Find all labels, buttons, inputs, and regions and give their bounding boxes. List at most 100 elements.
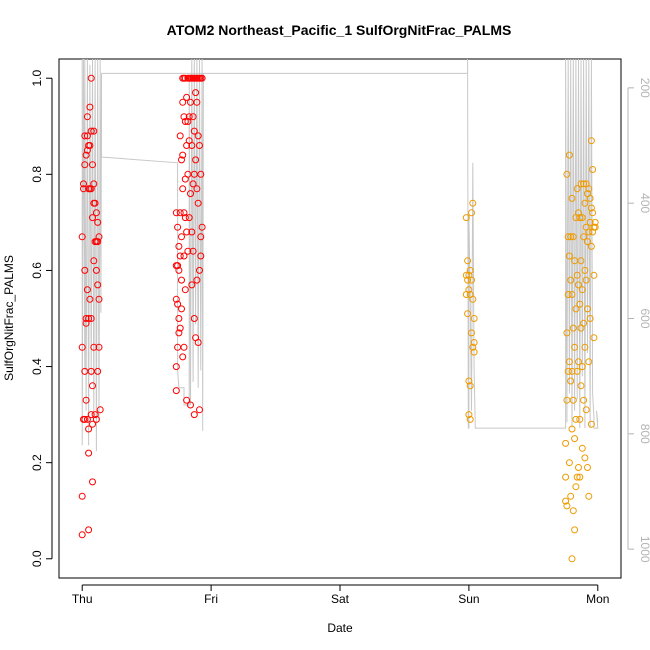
data-point [568,425,576,433]
data-point [194,199,202,207]
data-point [587,137,595,145]
data-point [176,132,184,140]
data-point [573,367,581,375]
data-point [562,439,570,447]
data-point [563,502,571,510]
data-point [585,358,593,366]
data-point [582,276,590,284]
data-point [576,300,584,308]
data-point [194,132,202,140]
data-point [187,190,194,198]
x-tick-label: Sun [458,592,479,606]
data-point [587,204,595,212]
data-point [197,233,205,241]
data-point [470,348,478,356]
data-point [179,98,187,106]
data-point [83,286,91,294]
data-point [573,185,581,193]
data-point [89,161,96,169]
data-point [78,492,86,500]
y-right-tick-label: 800 [638,424,650,444]
x-axis: Thu Fri Sat Sun Mon [72,584,609,606]
data-point [197,252,205,260]
data-point [174,262,182,270]
data-point [586,194,594,202]
data-point [590,334,598,342]
data-point [189,247,197,255]
data-point [189,180,197,188]
data-point [581,454,589,462]
data-point [589,166,597,173]
data-point [172,387,180,395]
data-point [184,247,192,255]
data-point [85,425,93,433]
data-point [586,315,594,322]
data-point [470,315,478,322]
y-tick-label: 1.0 [30,70,44,87]
data-point [89,478,96,486]
data-point [175,242,183,250]
y-tick-label: 0.0 [30,550,44,567]
data-point [568,291,576,298]
data-point [197,170,205,178]
data-point [575,358,582,366]
data-point [91,199,99,207]
data-point [569,396,577,404]
data-point [590,271,598,279]
data-point [90,343,98,351]
data-point [188,228,196,236]
data-point [573,473,581,481]
data-point [95,233,103,241]
data-point [466,415,474,423]
data-point [464,257,472,265]
data-point [87,74,95,82]
data-point [571,526,579,534]
data-point [95,295,103,303]
data-point [181,118,189,125]
data-point [178,156,185,164]
data-point [178,233,185,241]
data-point [188,142,196,149]
data-point [469,343,477,351]
data-point [576,415,584,423]
data-point [87,127,95,135]
data-point [567,233,575,241]
data-point [180,252,188,260]
data-point [95,343,103,351]
data-point [94,367,102,375]
data-point [568,367,576,375]
y-right-tick-label: 200 [638,78,650,98]
data-point [89,382,96,390]
data-point [465,286,473,294]
data-point [587,242,595,250]
data-point [83,113,91,121]
data-point [80,180,87,188]
data-point [175,329,183,337]
data-point [575,464,582,471]
data-point [580,396,588,404]
data-point [198,223,206,231]
data-points-layer [78,74,599,563]
data-point [470,339,478,346]
data-point [183,93,191,101]
data-point [187,98,194,106]
data-point [565,358,573,366]
data-point [81,415,89,423]
data-point [464,276,472,284]
data-point [86,295,94,303]
altitude-line-layer [81,58,599,452]
data-point [185,113,193,121]
data-point [563,329,571,337]
data-point [176,252,184,260]
data-point [465,377,473,385]
data-point [83,132,91,140]
data-point [585,185,593,193]
data-point [572,483,580,491]
data-point [90,127,98,135]
data-point [193,185,201,193]
data-point [189,113,197,121]
data-point [180,209,188,217]
data-point [585,492,593,500]
data-point [81,266,89,274]
